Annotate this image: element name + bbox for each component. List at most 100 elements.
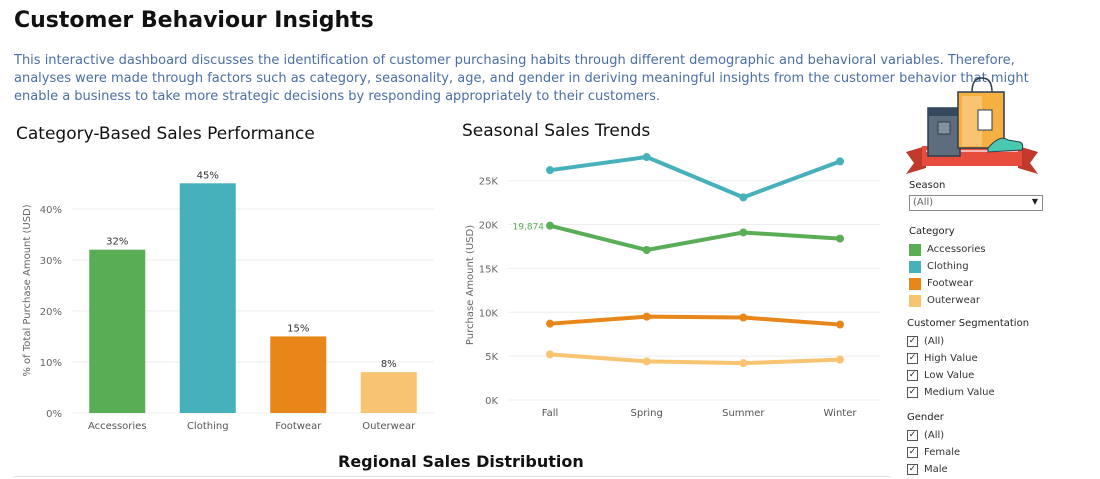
checkbox-checked-icon[interactable]: ✓ — [907, 387, 918, 398]
checkbox-checked-icon[interactable]: ✓ — [907, 370, 918, 381]
legend-label: Accessories — [927, 244, 986, 255]
bar-value-label: 32% — [106, 237, 128, 248]
series-point-outerwear — [836, 355, 844, 364]
legend-label: Outerwear — [927, 295, 980, 306]
checkbox-label: Female — [924, 447, 961, 458]
bar-value-label: 45% — [197, 170, 219, 181]
bar-category-label: Outerwear — [362, 421, 416, 432]
bar-accessories — [89, 249, 146, 413]
series-point-accessories — [642, 246, 651, 254]
series-point-outerwear — [739, 359, 748, 368]
checkbox-checked-icon[interactable]: ✓ — [907, 430, 918, 441]
legend-label: Footwear — [927, 278, 974, 289]
checkbox-label: Male — [924, 464, 948, 475]
bar-category-label: Clothing — [187, 421, 229, 432]
legend-item-accessories[interactable]: Accessories — [909, 241, 986, 258]
page-title: Customer Behaviour Insights — [14, 8, 374, 33]
line-y-tick-label: 0K — [485, 396, 498, 407]
series-point-outerwear — [642, 357, 651, 366]
bar-value-label: 15% — [287, 323, 309, 334]
line-x-tick-label: Fall — [542, 408, 559, 419]
series-line-outerwear — [548, 352, 842, 366]
bar-y-tick-label: 40% — [40, 205, 62, 216]
checkbox-checked-icon[interactable]: ✓ — [907, 464, 918, 475]
segmentation-option-all[interactable]: ✓ (All) — [907, 333, 1029, 350]
bar-category-label: Footwear — [275, 421, 322, 432]
bar-y-tick-label: 20% — [40, 307, 62, 318]
series-point-footwear — [642, 312, 651, 321]
checkbox-checked-icon[interactable]: ✓ — [907, 336, 918, 347]
series-point-accessories — [836, 234, 844, 243]
gender-filter: Gender ✓ (All) ✓ Female ✓ Male — [907, 412, 960, 478]
line-x-tick-label: Spring — [631, 408, 663, 419]
series-line-footwear — [548, 314, 842, 327]
series-point-accessories — [739, 228, 748, 237]
checkbox-label: Medium Value — [924, 387, 995, 398]
series-point-clothing — [546, 166, 554, 175]
chevron-down-icon[interactable]: ▼ — [1031, 197, 1038, 206]
legend-swatch — [909, 294, 921, 307]
line-y-tick-label: 25K — [479, 177, 499, 188]
line-y-tick-label: 15K — [479, 264, 499, 275]
category-legend-title: Category — [909, 226, 955, 237]
legend-label: Clothing — [927, 261, 969, 272]
legend-item-outerwear[interactable]: Outerwear — [909, 292, 986, 309]
legend-item-footwear[interactable]: Footwear — [909, 275, 986, 292]
gender-option-male[interactable]: ✓ Male — [907, 461, 960, 478]
bar-footwear — [270, 336, 327, 413]
checkbox-checked-icon[interactable]: ✓ — [907, 447, 918, 458]
bar-y-axis-title: % of Total Purchase Amount (USD) — [22, 204, 33, 376]
segmentation-filter-title: Customer Segmentation — [907, 318, 1030, 329]
line-y-axis-title: Purchase Amount (USD) — [465, 225, 476, 345]
series-line-accessories — [548, 223, 842, 252]
bar-category-label: Accessories — [88, 421, 147, 432]
series-point-footwear — [836, 320, 844, 329]
legend-swatch — [909, 277, 921, 290]
line-chart-title: Seasonal Sales Trends — [462, 121, 651, 141]
checkbox-checked-icon[interactable]: ✓ — [907, 353, 918, 364]
series-point-clothing — [836, 157, 844, 166]
line-y-tick-label: 5K — [485, 352, 498, 363]
legend-swatch — [909, 260, 921, 273]
line-y-tick-label: 10K — [479, 308, 499, 319]
bar-outerwear — [360, 372, 417, 413]
segmentation-option-high[interactable]: ✓ High Value — [907, 350, 1029, 367]
series-line-clothing — [548, 155, 842, 200]
shopping-illustration-icon — [906, 77, 1038, 174]
category-legend: Category Accessories Clothing Footwear O… — [909, 226, 986, 309]
series-point-clothing — [739, 193, 748, 202]
checkbox-label: (All) — [924, 430, 945, 441]
bar-y-tick-label: 30% — [40, 256, 62, 267]
line-x-tick-label: Summer — [722, 408, 765, 419]
checkbox-label: High Value — [924, 353, 978, 364]
segmentation-option-medium[interactable]: ✓ Medium Value — [907, 384, 1029, 401]
bar-y-tick-label: 0% — [46, 409, 62, 420]
series-point-footwear — [546, 319, 554, 328]
gender-filter-title: Gender — [907, 412, 944, 423]
checkbox-label: Low Value — [924, 370, 975, 381]
bar-y-tick-label: 10% — [40, 358, 62, 369]
line-x-tick-label: Winter — [824, 408, 858, 419]
bar-clothing — [179, 183, 236, 413]
season-select[interactable]: (All) ▼ — [909, 195, 1043, 211]
legend-item-clothing[interactable]: Clothing — [909, 258, 986, 275]
segmentation-option-low[interactable]: ✓ Low Value — [907, 367, 1029, 384]
seasonal-line-chart: 0K 5K 10K 15K 20K 25K Purchase Amount (USD) Fal… — [465, 153, 880, 419]
season-select-value: (All) — [913, 197, 934, 208]
divider — [14, 476, 890, 477]
series-point-footwear — [739, 313, 748, 322]
gender-option-female[interactable]: ✓ Female — [907, 444, 960, 461]
page-description: This interactive dashboard discusses the… — [14, 53, 1029, 104]
category-bar-chart: 0% 10% 20% 30% 40% % of Total Purchase Amount… — [22, 170, 434, 432]
checkbox-label: (All) — [924, 336, 945, 347]
line-chart-gridlines — [508, 180, 880, 401]
regional-sales-title: Regional Sales Distribution — [338, 452, 584, 471]
gender-option-all[interactable]: ✓ (All) — [907, 427, 960, 444]
bar-chart-title: Category-Based Sales Performance — [16, 124, 315, 144]
legend-swatch — [909, 243, 921, 256]
line-annotation-label: 19,874 — [513, 223, 545, 233]
bar-value-label: 8% — [381, 359, 397, 370]
line-y-tick-label: 20K — [479, 221, 499, 232]
series-point-accessories — [546, 221, 554, 230]
season-filter: Season (All) ▼ — [909, 180, 1043, 211]
